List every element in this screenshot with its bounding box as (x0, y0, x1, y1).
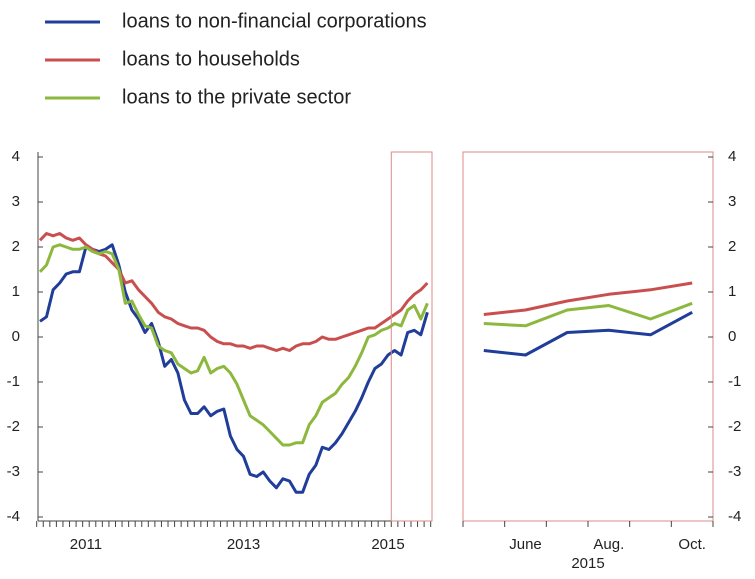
y-tick-label: -2 (7, 418, 20, 435)
y-tick-label: -1 (7, 373, 20, 390)
x-tick-label: June (509, 536, 542, 553)
x-tick-label: 2015 (371, 536, 404, 553)
series-line (39, 243, 429, 494)
y-tick-label: -3 (728, 463, 741, 480)
legend-label: loans to the private sector (122, 86, 351, 108)
x-tick-label: 2013 (227, 536, 260, 553)
y-tick-label: 4 (728, 148, 736, 165)
y-tick-label: -3 (7, 463, 20, 480)
y-tick-label: -2 (728, 418, 741, 435)
x-tick-label: Oct. (678, 536, 706, 553)
x-tick-label: Aug. (593, 536, 624, 553)
y-tick-label: -1 (728, 373, 741, 390)
y-tick-label: 0 (12, 328, 20, 345)
series-line (483, 301, 693, 328)
x-tick-label: 2011 (70, 536, 102, 553)
y-tick-label: 0 (728, 328, 736, 345)
series-line (38, 243, 429, 447)
series-line (483, 310, 693, 357)
y-tick-label: 4 (12, 148, 20, 165)
y-tick-label: -4 (728, 508, 741, 525)
y-tick-label: 3 (12, 193, 20, 210)
y-tick-label: 2 (12, 238, 20, 255)
legend-label: loans to households (122, 48, 300, 70)
series-line (38, 232, 429, 352)
highlight-frame (462, 151, 714, 522)
x-axis-label: 2015 (571, 555, 604, 572)
y-tick-label: -4 (7, 508, 20, 525)
y-tick-label: 1 (728, 283, 736, 300)
y-tick-label: 3 (728, 193, 736, 210)
series-line (483, 281, 693, 316)
y-tick-label: 1 (12, 283, 20, 300)
legend-label: loans to non-financial corporations (122, 10, 427, 32)
highlight-frame (390, 151, 433, 522)
y-tick-label: 2 (728, 238, 736, 255)
